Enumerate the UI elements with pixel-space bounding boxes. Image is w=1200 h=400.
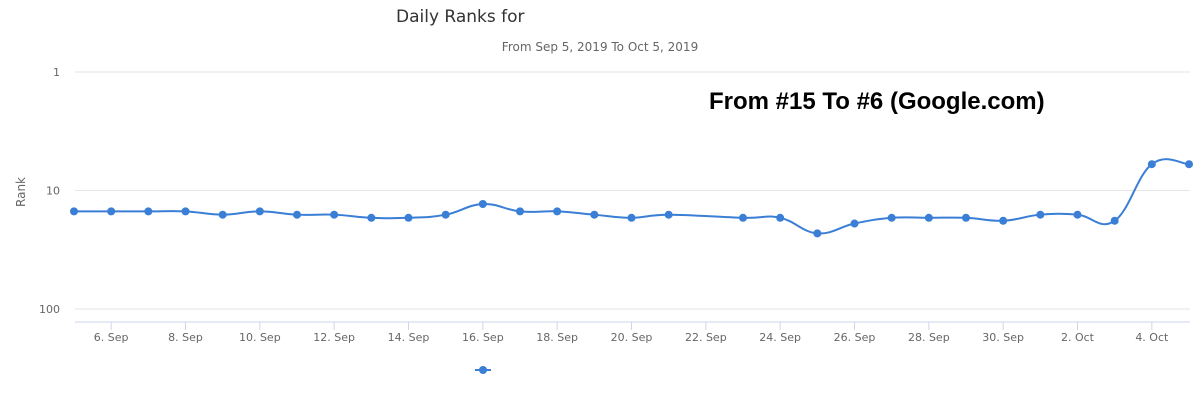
x-tick-label: 6. Sep <box>94 331 129 344</box>
data-point <box>181 207 190 216</box>
data-point <box>516 207 524 216</box>
data-point <box>330 210 339 219</box>
data-point <box>367 213 376 222</box>
x-tick-label: 14. Sep <box>388 331 430 344</box>
data-point <box>887 213 896 222</box>
y-tick-label: 100 <box>39 303 60 316</box>
x-tick-label: 18. Sep <box>536 331 578 344</box>
series-line <box>73 158 1190 235</box>
data-point <box>293 210 301 219</box>
data-point <box>999 216 1008 225</box>
data-point <box>962 213 970 222</box>
data-point <box>1110 216 1119 225</box>
data-point <box>1147 160 1156 169</box>
x-tick-label: 16. Sep <box>462 331 504 344</box>
data-point <box>1185 160 1193 169</box>
data-point <box>255 207 264 216</box>
x-tick-label: 24. Sep <box>759 331 801 344</box>
data-point <box>218 210 227 219</box>
data-point <box>664 210 673 219</box>
data-point <box>1036 210 1045 219</box>
x-tick-label: 2. Oct <box>1061 331 1095 344</box>
data-point <box>590 210 599 219</box>
data-point <box>441 210 450 219</box>
x-tick-label: 22. Sep <box>685 331 727 344</box>
y-tick-label: 10 <box>46 185 60 198</box>
data-point <box>1073 210 1082 219</box>
x-tick-label: 4. Oct <box>1135 331 1169 344</box>
x-tick-label: 30. Sep <box>982 331 1024 344</box>
chart-title: Daily Ranks for <box>396 7 525 27</box>
legend-symbol-marker <box>479 366 487 374</box>
y-axis-title: Rank <box>14 177 28 207</box>
x-tick-label: 28. Sep <box>908 331 950 344</box>
x-tick-label: 10. Sep <box>239 331 281 344</box>
data-point <box>776 213 785 222</box>
data-point <box>70 207 78 216</box>
x-tick-label: 12. Sep <box>313 331 355 344</box>
y-tick-label: 1 <box>53 66 60 79</box>
rank-change-annotation: From #15 To #6 (Google.com) <box>709 88 1045 115</box>
data-point <box>553 207 562 216</box>
data-point <box>924 213 933 222</box>
x-tick-label: 26. Sep <box>834 331 876 344</box>
data-point <box>813 229 822 238</box>
x-tick-label: 8. Sep <box>168 331 203 344</box>
data-point <box>850 219 859 228</box>
data-point <box>144 207 153 216</box>
data-point <box>107 207 116 216</box>
x-tick-label: 20. Sep <box>611 331 653 344</box>
data-point <box>478 200 487 209</box>
data-point <box>739 213 747 222</box>
data-point <box>627 213 636 222</box>
chart-subtitle: From Sep 5, 2019 To Oct 5, 2019 <box>501 40 699 54</box>
data-point <box>404 213 413 222</box>
